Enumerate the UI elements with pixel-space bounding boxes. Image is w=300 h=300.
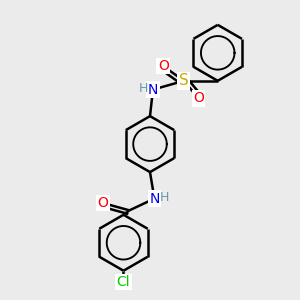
Text: N: N [148,82,158,97]
Text: N: N [149,192,160,206]
Text: O: O [158,59,169,73]
Text: O: O [158,59,169,73]
Text: O: O [98,196,108,210]
Text: O: O [193,92,204,106]
Text: S: S [179,73,189,88]
Text: O: O [98,196,108,210]
Text: Cl: Cl [117,275,130,289]
Text: O: O [193,92,204,106]
Text: Cl: Cl [117,275,130,289]
Text: N: N [149,192,160,206]
Text: N: N [148,82,158,97]
Text: H: H [139,82,148,95]
Text: S: S [179,73,189,88]
Text: H: H [159,191,169,204]
